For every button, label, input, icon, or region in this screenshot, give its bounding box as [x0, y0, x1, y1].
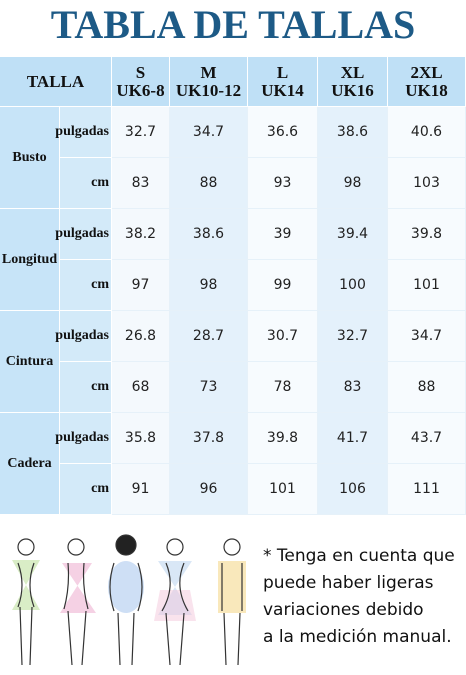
- group-label: Cintura: [0, 311, 60, 413]
- cell: 35.8: [112, 413, 170, 464]
- cell: 73: [170, 362, 248, 413]
- body-shapes: [12, 534, 246, 666]
- cell: 39.8: [248, 413, 318, 464]
- cell: 26.8: [112, 311, 170, 362]
- size-label: UK10-12: [175, 80, 242, 100]
- size-label: L: [276, 62, 289, 82]
- cell: 39.4: [318, 209, 388, 260]
- cell: 100: [318, 260, 388, 311]
- size-header: S UK6-8: [112, 57, 170, 107]
- cell: 98: [318, 158, 388, 209]
- corner-header: TALLA: [0, 57, 112, 107]
- cell: 99: [248, 260, 318, 311]
- cell: 38.6: [318, 107, 388, 158]
- title: TABLA DE TALLAS: [50, 2, 416, 47]
- cell: 97: [112, 260, 170, 311]
- cell: 32.7: [318, 311, 388, 362]
- size-label: UK16: [331, 80, 374, 100]
- cell: 43.7: [388, 413, 466, 464]
- cell: 96: [170, 464, 248, 515]
- cell: 41.7: [318, 413, 388, 464]
- unit-label: pulgadas: [55, 209, 112, 260]
- size-label: XL: [340, 62, 365, 82]
- cell: 36.6: [248, 107, 318, 158]
- note-line: a la medición manual.: [263, 627, 452, 647]
- size-label: S: [135, 62, 146, 82]
- size-table: TALLA S UK6-8 M UK10-12 L UK14 XL UK16 2XL UK18 Bus…: [0, 57, 466, 515]
- cell: 78: [248, 362, 318, 413]
- size-header: XL UK16: [318, 57, 388, 107]
- cell: 91: [112, 464, 170, 515]
- cell: 39: [248, 209, 318, 260]
- note: * Tenga en cuenta que puede haber ligeras…: [263, 543, 455, 651]
- note-line: * Tenga en cuenta que: [263, 546, 455, 566]
- cell: 98: [170, 260, 248, 311]
- cell: 38.2: [112, 209, 170, 260]
- cell: 106: [318, 464, 388, 515]
- cell: 88: [388, 362, 466, 413]
- unit-label: pulgadas: [55, 413, 112, 464]
- size-label: UK6-8: [116, 80, 165, 100]
- cell: 32.7: [112, 107, 170, 158]
- unit-label: cm: [60, 464, 112, 515]
- cell: 40.6: [388, 107, 466, 158]
- unit-label: pulgadas: [55, 107, 112, 158]
- size-header: L UK14: [248, 57, 318, 107]
- cell: 93: [248, 158, 318, 209]
- unit-label: cm: [60, 260, 112, 311]
- note-line: puede haber ligeras: [263, 573, 434, 593]
- size-label: M: [200, 62, 217, 82]
- cell: 111: [388, 464, 466, 515]
- size-label: UK18: [405, 80, 448, 100]
- group-label: Longitud: [0, 209, 60, 311]
- group-label: Busto: [0, 107, 60, 209]
- cell: 39.8: [388, 209, 466, 260]
- cell: 30.7: [248, 311, 318, 362]
- unit-label: pulgadas: [55, 311, 112, 362]
- size-label: UK14: [261, 80, 304, 100]
- cell: 83: [318, 362, 388, 413]
- size-header: 2XL UK18: [388, 57, 466, 107]
- group-label: Cadera: [0, 413, 60, 515]
- cell: 37.8: [170, 413, 248, 464]
- cell: 28.7: [170, 311, 248, 362]
- cell: 34.7: [170, 107, 248, 158]
- note-line: variaciones debido: [263, 600, 424, 620]
- cell: 103: [388, 158, 466, 209]
- cell: 101: [248, 464, 318, 515]
- unit-label: cm: [60, 158, 112, 209]
- cell: 88: [170, 158, 248, 209]
- cell: 34.7: [388, 311, 466, 362]
- cell: 101: [388, 260, 466, 311]
- cell: 83: [112, 158, 170, 209]
- size-header: M UK10-12: [170, 57, 248, 107]
- cell: 38.6: [170, 209, 248, 260]
- size-label: 2XL: [410, 62, 443, 82]
- cell: 68: [112, 362, 170, 413]
- unit-label: cm: [60, 362, 112, 413]
